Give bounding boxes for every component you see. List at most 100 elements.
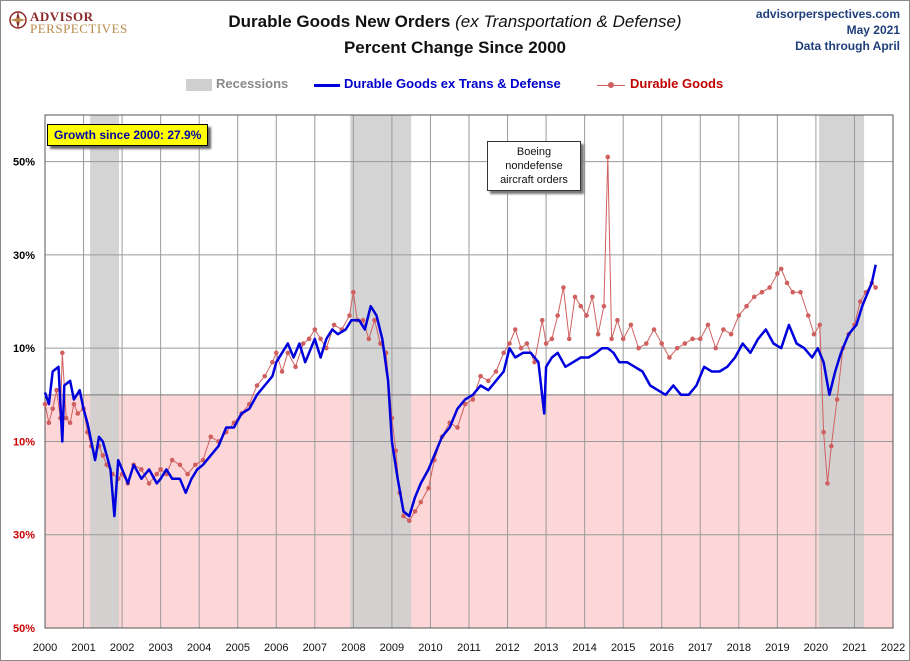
source-data-through: Data through April <box>795 39 900 53</box>
durable-goods-point-8 <box>71 401 77 407</box>
legend-recession-label: Recessions <box>216 76 289 91</box>
chart-title-qualifier: (ex Transportation & Defense) <box>455 12 682 31</box>
legend-red-series-label: Durable Goods <box>630 76 724 91</box>
durable-goods-point-40 <box>270 359 275 365</box>
x-tick-label-2015: 2015 <box>611 642 635 654</box>
durable-goods-point-136 <box>873 285 878 290</box>
durable-goods-point-67 <box>426 485 431 491</box>
boeing-annotation-line-3: aircraft orders <box>500 174 568 186</box>
durable-goods-point-58 <box>378 341 383 346</box>
boeing-annotation: Boeing nondefense aircraft orders <box>487 141 581 191</box>
durable-goods-point-29 <box>185 471 190 477</box>
durable-goods-point-82 <box>532 359 537 365</box>
recession-band-0 <box>90 115 120 628</box>
durable-goods-point-47 <box>312 327 318 332</box>
x-tick-label-2019: 2019 <box>765 642 789 654</box>
durable-goods-point-75 <box>485 378 491 384</box>
x-tick-label-2010: 2010 <box>418 642 442 654</box>
durable-goods-point-98 <box>620 336 626 342</box>
durable-goods-point-46 <box>306 336 312 342</box>
durable-goods-point-3 <box>54 387 59 393</box>
durable-goods-point-106 <box>682 341 688 346</box>
durable-goods-point-95 <box>605 154 611 160</box>
durable-goods-point-103 <box>659 341 665 346</box>
durable-goods-point-118 <box>775 271 780 276</box>
durable-goods-point-81 <box>524 341 530 346</box>
chart-title-main: Durable Goods New Orders <box>228 12 451 31</box>
durable-goods-point-133 <box>857 299 863 304</box>
x-tick-label-2013: 2013 <box>534 642 558 654</box>
source-info: advisorperspectives.com May 2021 Data th… <box>756 6 900 54</box>
boeing-annotation-line-1: Boeing <box>516 146 552 158</box>
durable-goods-point-52 <box>347 313 352 318</box>
durable-goods-point-56 <box>366 336 372 342</box>
durable-goods-point-112 <box>728 331 734 337</box>
durable-goods-point-113 <box>736 313 742 318</box>
durable-goods-point-65 <box>412 509 418 514</box>
durable-goods-point-122 <box>798 289 803 295</box>
durable-goods-point-66 <box>418 499 424 505</box>
durable-goods-point-31 <box>200 457 206 463</box>
durable-goods-point-119 <box>778 266 784 272</box>
durable-goods-point-38 <box>254 383 260 388</box>
x-tick-label-2006: 2006 <box>264 642 288 654</box>
x-tick-label-2011: 2011 <box>457 642 481 654</box>
durable-goods-point-43 <box>285 350 291 356</box>
source-date: May 2021 <box>846 23 900 37</box>
durable-goods-point-63 <box>401 513 406 519</box>
durable-goods-point-44 <box>293 364 298 370</box>
x-tick-label-2003: 2003 <box>148 642 172 654</box>
durable-goods-point-121 <box>790 289 796 295</box>
durable-goods-point-125 <box>817 322 823 328</box>
durable-goods-point-108 <box>697 336 703 342</box>
durable-goods-point-2 <box>50 406 56 412</box>
durable-goods-point-123 <box>805 313 811 318</box>
durable-goods-point-72 <box>462 401 468 407</box>
durable-goods-point-30 <box>193 462 198 468</box>
durable-goods-point-88 <box>566 336 572 342</box>
durable-goods-point-91 <box>584 313 589 318</box>
durable-goods-point-74 <box>478 373 483 379</box>
x-tick-label-2002: 2002 <box>110 642 134 654</box>
logo-text-main: ADVISOR <box>30 9 94 24</box>
durable-goods-point-15 <box>100 453 106 458</box>
durable-goods-point-71 <box>455 425 460 430</box>
durable-goods-point-83 <box>539 317 545 323</box>
durable-goods-point-50 <box>331 322 337 328</box>
durable-goods-point-114 <box>744 303 749 309</box>
x-tick-label-2005: 2005 <box>225 642 249 654</box>
x-tick-label-2014: 2014 <box>572 642 596 654</box>
durable-goods-point-27 <box>169 457 175 463</box>
x-tick-label-2004: 2004 <box>187 642 211 654</box>
advisor-perspectives-logo: ADVISOR PERSPECTIVES <box>8 8 127 37</box>
y-tick-label: 10% <box>13 436 35 448</box>
durable-goods-point-96 <box>609 336 614 342</box>
durable-goods-point-9 <box>75 411 81 416</box>
durable-goods-point-23 <box>146 481 152 486</box>
durable-goods-point-53 <box>351 289 356 295</box>
durable-goods-point-55 <box>360 317 366 323</box>
durable-goods-point-32 <box>208 434 214 440</box>
durable-goods-point-115 <box>751 294 757 300</box>
durable-goods-point-73 <box>470 397 476 402</box>
durable-goods-point-116 <box>759 289 765 295</box>
x-tick-label-2016: 2016 <box>649 642 673 654</box>
durable-goods-point-39 <box>262 373 268 379</box>
durable-goods-point-48 <box>318 336 323 342</box>
durable-goods-point-0 <box>42 401 48 407</box>
durable-goods-point-25 <box>158 467 163 472</box>
durable-goods-point-120 <box>784 280 790 286</box>
durable-goods-point-41 <box>273 350 279 356</box>
x-tick-label-2001: 2001 <box>71 642 95 654</box>
source-site: advisorperspectives.com <box>755 7 900 21</box>
durable-goods-point-64 <box>406 518 412 524</box>
durable-goods-point-76 <box>493 369 499 374</box>
durable-goods-point-129 <box>834 397 840 402</box>
y-tick-label: 10% <box>13 343 35 355</box>
durable-goods-point-22 <box>139 467 144 472</box>
x-tick-label-2009: 2009 <box>380 642 404 654</box>
compass-logo-icon <box>9 11 27 29</box>
durable-goods-point-80 <box>518 345 524 351</box>
ex-trans-defense-line <box>43 264 877 518</box>
